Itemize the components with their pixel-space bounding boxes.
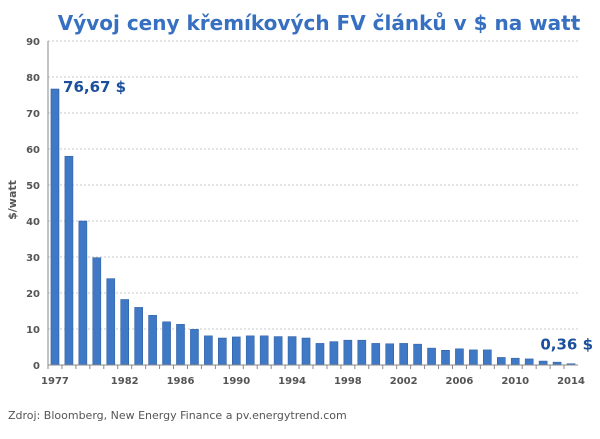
bar (148, 315, 157, 366)
bar (483, 349, 492, 366)
bar (176, 324, 185, 366)
bars (50, 88, 576, 366)
bar (510, 357, 520, 366)
y-tick-label: 30 (26, 253, 40, 264)
y-tick-label: 50 (26, 181, 40, 192)
bar (441, 349, 450, 366)
bar (357, 339, 367, 366)
value-annotation: 0,36 $ (540, 336, 593, 354)
y-tick-label: 60 (26, 145, 40, 156)
annotations: 76,67 $ 0,36 $ (63, 78, 593, 354)
bar (190, 329, 199, 366)
bar (385, 343, 395, 366)
bar (259, 335, 269, 366)
source-note: Zdroj: Bloomberg, New Energy Finance a p… (8, 409, 347, 422)
y-tick-label: 90 (26, 37, 40, 48)
bar (329, 341, 339, 366)
grid (48, 40, 578, 330)
bar (455, 348, 464, 366)
bar (245, 335, 255, 366)
bar (287, 336, 297, 366)
bar (496, 357, 506, 366)
y-tick-label: 10 (26, 325, 40, 336)
x-tick-label: 2010 (501, 376, 529, 387)
y-tick-label: 40 (26, 217, 40, 228)
y-axis-label: $/watt (6, 180, 19, 220)
bar (427, 347, 436, 366)
x-tick-label: 1990 (222, 376, 250, 387)
bar (301, 337, 311, 366)
bar (538, 360, 548, 366)
bar (134, 307, 143, 366)
bar (315, 343, 325, 366)
x-tick-label: 1977 (41, 376, 69, 387)
y-tick-label: 20 (26, 289, 40, 300)
bar (413, 343, 422, 366)
x-tick-label: 1986 (167, 376, 195, 387)
y-tick-label: 0 (33, 361, 40, 372)
chart-title: Vývoj ceny křemíkových FV článků v $ na … (58, 11, 581, 35)
bar (92, 257, 102, 366)
y-tick-label: 80 (26, 73, 40, 84)
x-tick-label: 2002 (390, 376, 418, 387)
x-tick-label: 1998 (334, 376, 362, 387)
y-tick-labels: 0 10 20 30 40 50 60 70 80 90 (26, 37, 40, 372)
bar (78, 220, 88, 366)
bar (371, 343, 381, 366)
bar (399, 343, 408, 366)
bar (120, 299, 130, 366)
bar (524, 358, 534, 366)
x-tick-label: 2006 (446, 376, 474, 387)
bar (50, 88, 60, 366)
value-annotation: 76,67 $ (63, 78, 126, 96)
y-tick-label: 70 (26, 109, 40, 120)
bar (343, 339, 353, 366)
bar (231, 336, 241, 366)
bar (469, 349, 478, 366)
bar (64, 155, 74, 366)
x-tick-label: 1982 (111, 376, 139, 387)
bar (162, 321, 171, 366)
bar (273, 336, 283, 366)
x-tick-label: 2014 (557, 376, 585, 387)
bar (204, 335, 213, 366)
bar (106, 278, 116, 366)
x-tick-labels: 1977 1982 1986 1990 1994 1998 2002 2006 2010 2014 (41, 365, 585, 387)
bar (218, 337, 227, 366)
x-tick-label: 1994 (278, 376, 306, 387)
